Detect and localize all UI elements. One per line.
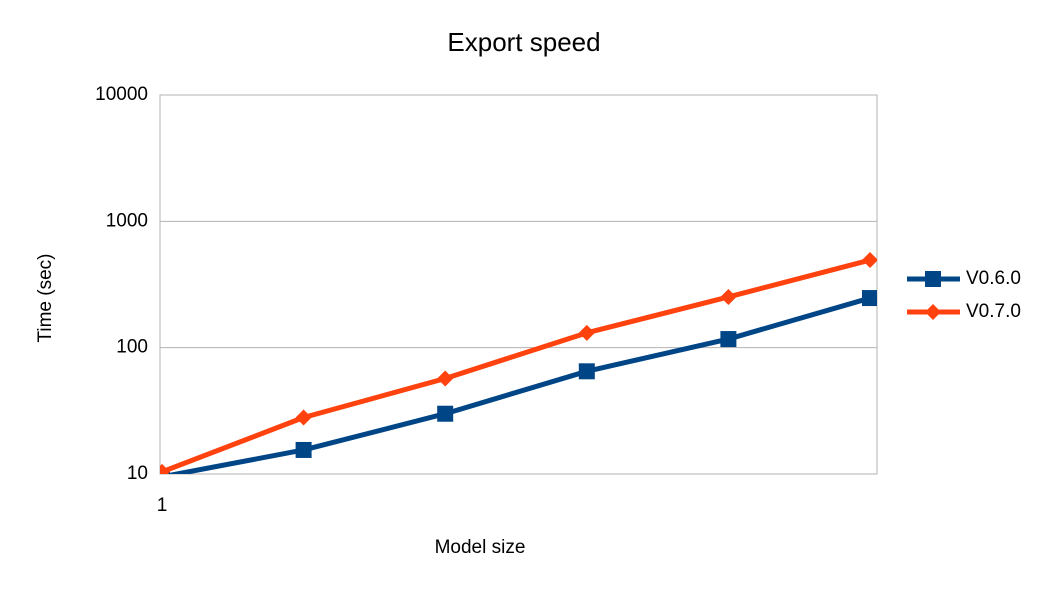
marker — [578, 363, 595, 380]
legend-label: V0.7.0 — [966, 301, 1021, 322]
chart-title: Export speed — [447, 27, 600, 57]
x-axis-label: Model size — [435, 537, 526, 558]
marker — [925, 304, 941, 320]
marker — [720, 288, 737, 305]
marker — [295, 441, 312, 458]
plot-layer — [160, 252, 877, 474]
marker — [862, 290, 877, 307]
marker — [925, 271, 941, 287]
marker — [720, 331, 737, 348]
marker — [578, 324, 595, 341]
y-tick-label: 10000 — [95, 84, 148, 105]
series-line — [163, 295, 871, 474]
y-tick-label: 1000 — [106, 210, 148, 231]
legend-label: V0.6.0 — [966, 268, 1021, 289]
y-tick-label: 10 — [127, 463, 148, 484]
y-tick-label: 100 — [116, 337, 148, 358]
marker — [437, 405, 454, 422]
marker — [862, 252, 877, 269]
y-axis-label: Time (sec) — [35, 253, 56, 342]
marker — [295, 409, 312, 426]
marker — [437, 370, 454, 387]
x-tick-label: 1 — [157, 495, 168, 516]
marker — [160, 463, 170, 474]
series-line — [161, 257, 871, 474]
